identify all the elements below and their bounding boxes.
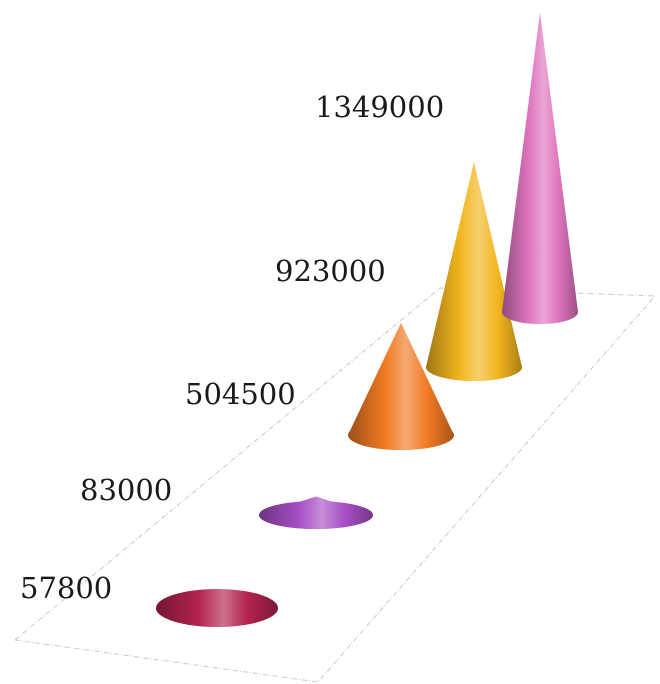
cone-body (259, 496, 373, 529)
data-label-4: 923000 (275, 254, 386, 288)
data-label-5: 1349000 (315, 90, 444, 124)
cone-1 (156, 589, 278, 627)
data-label-3: 504500 (185, 377, 296, 411)
cone-3 (348, 322, 454, 450)
cone-5 (502, 12, 578, 324)
cone-marks (156, 12, 578, 627)
data-labels: 57800 83000 504500 923000 1349000 (20, 90, 444, 605)
cone-4 (426, 161, 522, 381)
cone-body (156, 595, 278, 627)
cone-2 (259, 496, 373, 529)
cone-body (348, 322, 454, 450)
data-label-2: 83000 (80, 473, 172, 507)
cone-body (426, 161, 522, 381)
chart-floor (13, 287, 657, 683)
data-label-1: 57800 (20, 571, 112, 605)
cone-body (502, 12, 578, 324)
floor-plane (13, 287, 657, 683)
